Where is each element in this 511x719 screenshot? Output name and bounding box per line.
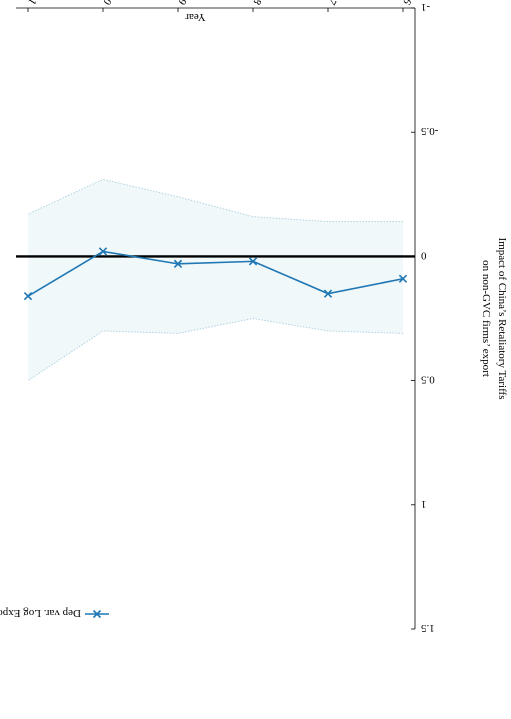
x-tick-label: 2016 xyxy=(400,0,422,7)
y-tick-label: 1.5 xyxy=(421,622,435,634)
axes xyxy=(16,7,416,630)
ci-band-fill xyxy=(28,179,403,381)
ci-upper-bound xyxy=(27,318,404,381)
x-axis-label: Year xyxy=(185,11,206,23)
series-line xyxy=(27,250,404,297)
y-tick-label: 1 xyxy=(421,498,427,510)
legend: Dep var. Log Export xyxy=(0,607,109,619)
rotated-figure: -1 -0.5 0 0.5 1 1.5 2016 2017 2018 2019 2020 2021 Ye… xyxy=(0,0,511,634)
data-point-marker xyxy=(398,274,408,283)
legend-label: Dep var. Log Export xyxy=(0,607,81,619)
x-tick-label: 2020 xyxy=(100,0,122,7)
y-tick-label: -1 xyxy=(421,1,430,13)
marker-stroke xyxy=(98,247,108,256)
confidence-band xyxy=(27,178,404,381)
data-point-marker xyxy=(248,257,258,266)
y-axis-label-line1: Impact of China’s Retaliatory Tariffs xyxy=(496,238,508,400)
data-point-marker xyxy=(173,259,183,269)
labels: -1 -0.5 0 0.5 1 1.5 2016 2017 2018 2019 2020 2021 Ye… xyxy=(0,0,511,634)
data-point-marker xyxy=(23,291,33,301)
x-tick-label: 2021 xyxy=(25,0,47,7)
y-tick-label: 0 xyxy=(421,249,427,261)
marker-stroke xyxy=(323,289,333,298)
ci-lower-bound xyxy=(27,178,403,223)
legend-marker xyxy=(92,609,102,619)
marker-stroke xyxy=(173,259,183,269)
marker-stroke xyxy=(248,257,258,266)
data-point-marker xyxy=(323,289,333,298)
x-tick-label: 2019 xyxy=(175,0,197,7)
y-tick-label: 0.5 xyxy=(421,374,435,386)
y-tick-label: -0.5 xyxy=(421,125,439,137)
marker-stroke xyxy=(398,274,408,283)
y-axis-label-line2: on non-GVC firms’ export xyxy=(480,260,492,377)
data-point-marker xyxy=(98,247,108,256)
marker-stroke xyxy=(23,291,33,301)
series-layer xyxy=(23,247,408,301)
chart-title: (c) Impact on Firms’ Export (βh) xyxy=(510,155,511,446)
x-tick-label: 2018 xyxy=(250,0,272,7)
x-tick-label: 2017 xyxy=(325,0,347,7)
chart-title-sub: h xyxy=(510,431,511,439)
